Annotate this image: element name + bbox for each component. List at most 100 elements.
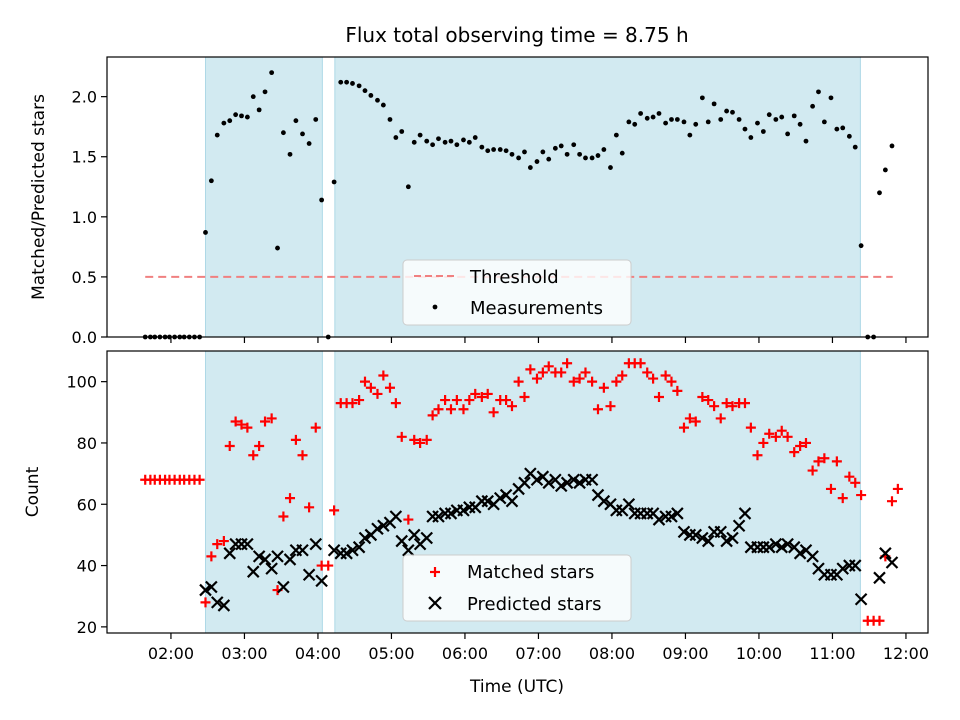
matched-star-point (697, 391, 708, 402)
matched-star-point (776, 425, 787, 436)
matched-star-point (390, 398, 401, 409)
matched-star-point (531, 373, 542, 384)
measurement-point (331, 179, 337, 185)
measurement-point (244, 114, 250, 120)
measurement-point (256, 107, 262, 113)
matched-star-point (440, 395, 451, 406)
predicted-star-point (720, 534, 733, 548)
matched-star-point (837, 493, 848, 504)
matched-star-point (721, 398, 732, 409)
predicted-star-point (432, 510, 445, 523)
matched-star-point (519, 391, 530, 402)
x-tick-label: 04:00 (295, 644, 341, 663)
measurement-point (699, 95, 705, 101)
matched-star-point (506, 401, 517, 412)
measurement-point (448, 138, 454, 144)
matched-star-point (242, 422, 253, 433)
matched-star-point (764, 428, 775, 439)
predicted-star-point (597, 494, 611, 508)
measurement-point (797, 121, 803, 127)
matched-star-point (445, 404, 456, 415)
measurement-point (810, 103, 816, 109)
predicted-star-point (573, 476, 586, 490)
top-axes-frame (106, 56, 929, 338)
matched-star-point (819, 453, 830, 464)
measurement-point (687, 132, 693, 138)
legend-predicted-label: Predicted stars (467, 594, 601, 615)
matched-star-point (825, 483, 836, 494)
matched-star-point (605, 401, 616, 412)
predicted-star-point (530, 473, 544, 487)
matched-star-point (562, 358, 573, 369)
matched-star-point (672, 385, 683, 396)
matched-star-point (556, 367, 567, 378)
measurement-point (516, 155, 522, 161)
matched-star-point (758, 437, 769, 448)
legend-measurements-swatch (432, 304, 438, 310)
measurement-point (540, 149, 546, 155)
predicted-star-point (205, 580, 218, 594)
matched-star-point (347, 398, 358, 409)
x-tick-label: 05:00 (368, 644, 414, 663)
predicted-star-point (701, 534, 715, 548)
y-tick-label: 40 (77, 557, 97, 576)
matched-star-point (266, 413, 277, 424)
matched-star-point (354, 395, 365, 406)
measurement-point (785, 131, 791, 137)
measurement-point (816, 89, 821, 95)
matched-star-point (715, 413, 726, 424)
legend-matched-label: Matched stars (467, 562, 594, 583)
predicted-star-point (246, 565, 260, 578)
predicted-star-point (217, 599, 231, 612)
matched-star-point (194, 474, 205, 485)
x-tick-label: 09:00 (662, 644, 708, 663)
matched-star-point (513, 376, 524, 387)
measurement-point (436, 136, 441, 142)
measurement-point (583, 155, 588, 161)
measurement-point (287, 151, 293, 157)
predicted-star-point (358, 531, 372, 545)
top-legend: Threshold Measurements (402, 259, 632, 326)
predicted-star-point (420, 531, 434, 545)
x-tick-label: 03:00 (221, 644, 267, 663)
predicted-star-point (665, 510, 678, 523)
measurement-point (755, 120, 760, 126)
predicted-star-point (873, 571, 886, 585)
measurement-point (497, 147, 503, 152)
matched-star-point (642, 367, 653, 378)
predicted-star-point (696, 531, 709, 545)
measurement-point (527, 165, 533, 170)
matched-star-point (874, 615, 885, 626)
measurement-point (344, 79, 350, 85)
predicted-star-point (726, 531, 739, 545)
predicted-star-point (371, 522, 384, 536)
matched-star-point (230, 416, 241, 427)
matched-star-point (304, 502, 315, 513)
predicted-star-point (389, 510, 403, 523)
measurement-points (142, 70, 895, 340)
predicted-star-point (340, 547, 353, 560)
measurement-point (375, 97, 380, 103)
matched-star-point (660, 370, 671, 381)
matched-star-point (752, 450, 763, 461)
matched-star-point (378, 370, 389, 381)
measurement-point (626, 119, 632, 125)
measurement-point (638, 111, 644, 116)
measurement-point (674, 117, 680, 122)
measurement-point (424, 138, 430, 144)
predicted-star-point (505, 494, 519, 508)
x-tick-label: 02:00 (148, 644, 194, 663)
predicted-star-point (671, 507, 684, 520)
x-axis-label: Time (UTC) (469, 677, 564, 697)
measurement-point (399, 129, 405, 134)
matched-star-point (248, 450, 259, 461)
predicted-star-point (585, 473, 599, 487)
measurement-point (773, 117, 779, 122)
y-tick-label: 60 (77, 495, 97, 514)
measurement-point (877, 190, 882, 196)
matched-star-point (709, 401, 720, 412)
predicted-star-point (481, 494, 495, 508)
matched-star-point (482, 388, 493, 399)
predicted-star-point (296, 543, 309, 557)
matched-star-point (856, 490, 867, 501)
